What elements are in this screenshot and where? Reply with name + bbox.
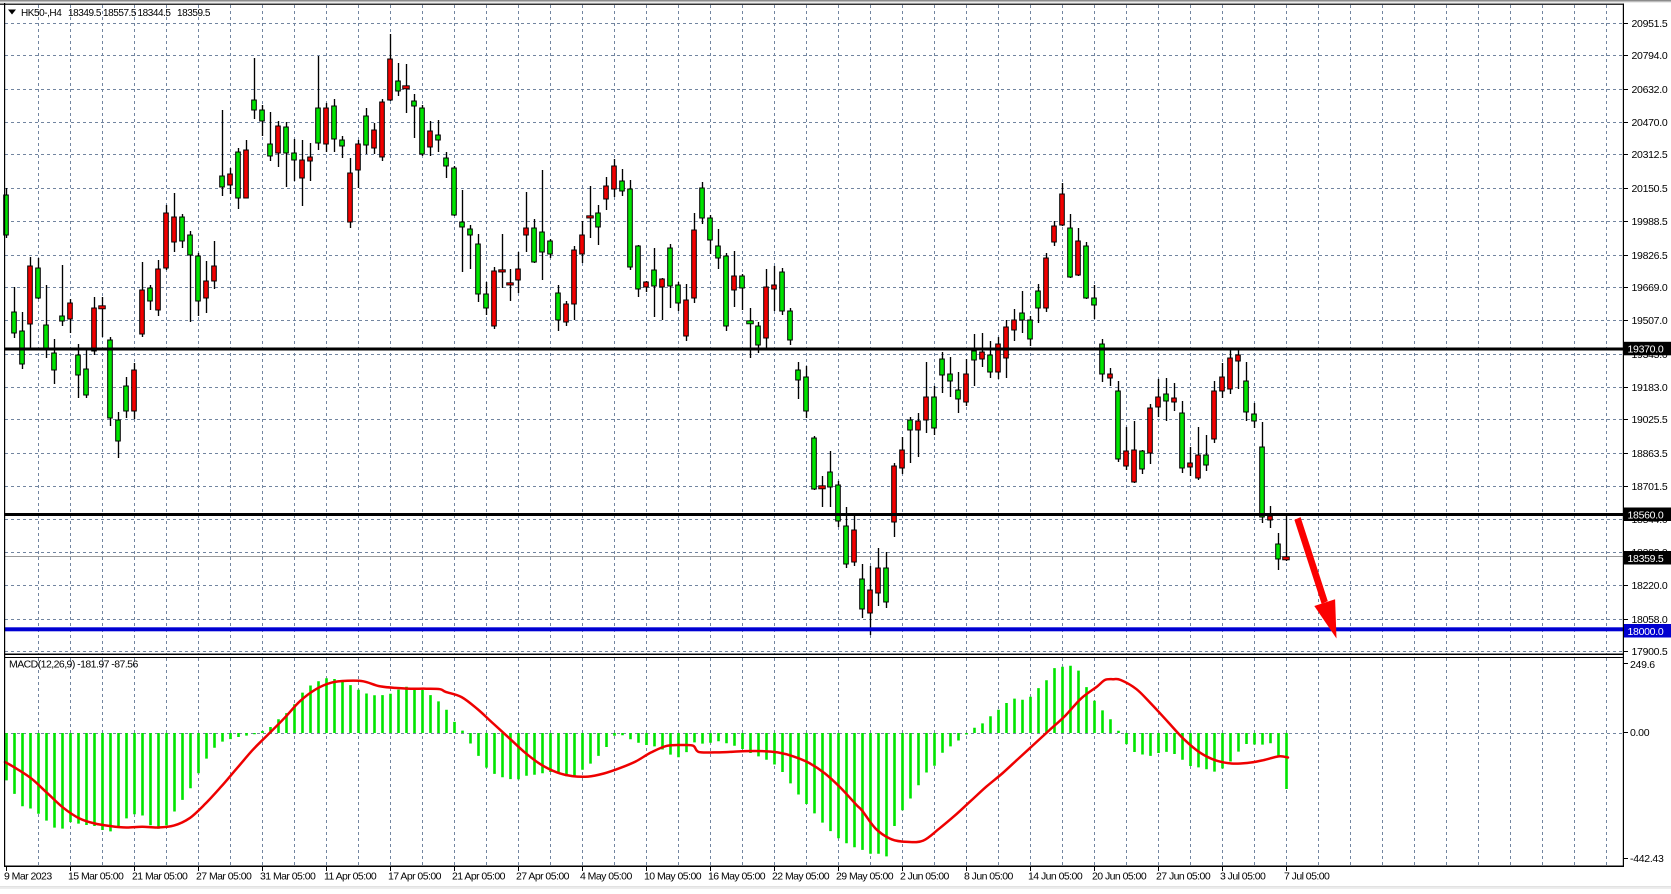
svg-text:20312.5: 20312.5 [1632,149,1668,161]
svg-text:27 Apr 05:00: 27 Apr 05:00 [516,871,570,883]
svg-text:18863.5: 18863.5 [1632,448,1668,460]
svg-text:10 May 05:00: 10 May 05:00 [644,871,702,883]
svg-text:18359.5: 18359.5 [1628,553,1664,565]
svg-text:19988.5: 19988.5 [1632,216,1668,228]
svg-text:0.00: 0.00 [1630,727,1650,739]
svg-text:3 Jul 05:00: 3 Jul 05:00 [1220,871,1266,883]
svg-text:20951.5: 20951.5 [1632,18,1668,30]
svg-text:8 Jun 05:00: 8 Jun 05:00 [964,871,1014,883]
svg-text:18349.5: 18349.5 [68,8,102,19]
svg-text:18560.0: 18560.0 [1628,509,1664,521]
svg-text:20 Jun 05:00: 20 Jun 05:00 [1092,871,1147,883]
svg-text:19507.0: 19507.0 [1632,315,1668,327]
svg-text:14 Jun 05:00: 14 Jun 05:00 [1028,871,1083,883]
svg-text:19826.5: 19826.5 [1632,250,1668,262]
svg-text:29 May 05:00: 29 May 05:00 [836,871,894,883]
svg-text:249.6: 249.6 [1630,659,1655,671]
svg-text:17 Apr 05:00: 17 Apr 05:00 [388,871,442,883]
svg-text:22 May 05:00: 22 May 05:00 [772,871,830,883]
svg-text:20794.0: 20794.0 [1632,50,1668,62]
svg-text:20470.0: 20470.0 [1632,117,1668,129]
svg-text:18220.0: 18220.0 [1632,580,1668,592]
svg-text:MACD(12,26,9) -181.97 -87.56: MACD(12,26,9) -181.97 -87.56 [9,659,138,671]
svg-text:9 Mar 2023: 9 Mar 2023 [4,871,52,883]
svg-text:19370.0: 19370.0 [1628,344,1664,356]
svg-text:18557.5: 18557.5 [103,8,137,19]
svg-text:18058.0: 18058.0 [1632,614,1668,626]
svg-text:18000.0: 18000.0 [1628,626,1664,638]
svg-text:7 Jul 05:00: 7 Jul 05:00 [1284,871,1330,883]
svg-text:11 Apr 05:00: 11 Apr 05:00 [324,871,377,883]
svg-text:20632.0: 20632.0 [1632,84,1668,96]
svg-text:-442.43: -442.43 [1630,853,1664,865]
svg-text:18344.5: 18344.5 [138,8,172,19]
svg-text:16 May 05:00: 16 May 05:00 [708,871,766,883]
svg-text:2 Jun 05:00: 2 Jun 05:00 [900,871,950,883]
svg-text:15 Mar 05:00: 15 Mar 05:00 [68,871,124,883]
svg-text:HK50-,H4: HK50-,H4 [21,8,62,19]
svg-text:20150.5: 20150.5 [1632,183,1668,195]
svg-text:19025.5: 19025.5 [1632,414,1668,426]
svg-text:17900.5: 17900.5 [1632,646,1668,658]
svg-text:18359.5: 18359.5 [177,8,211,19]
svg-text:27 Jun 05:00: 27 Jun 05:00 [1156,871,1211,883]
svg-text:19669.0: 19669.0 [1632,282,1668,294]
svg-text:31 Mar 05:00: 31 Mar 05:00 [260,871,316,883]
svg-text:19183.0: 19183.0 [1632,382,1668,394]
svg-text:21 Mar 05:00: 21 Mar 05:00 [132,871,188,883]
svg-text:21 Apr 05:00: 21 Apr 05:00 [452,871,506,883]
svg-text:4 May 05:00: 4 May 05:00 [580,871,632,883]
svg-text:27 Mar 05:00: 27 Mar 05:00 [196,871,252,883]
svg-text:18701.5: 18701.5 [1632,481,1668,493]
